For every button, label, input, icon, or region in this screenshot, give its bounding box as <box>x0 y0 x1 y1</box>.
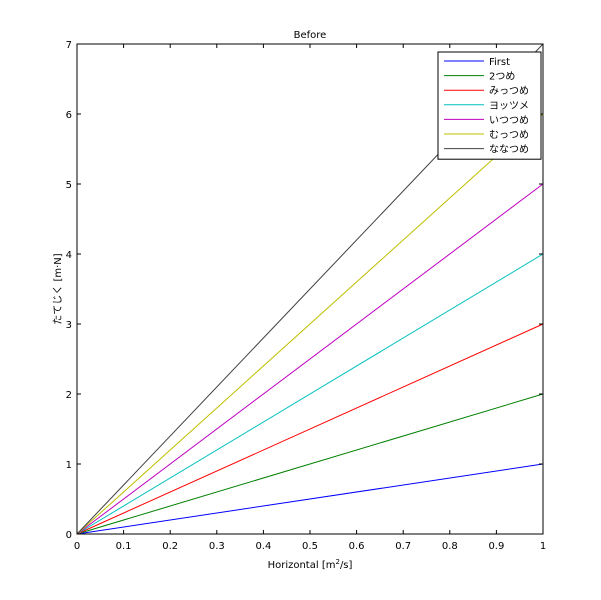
chart-title: Before <box>294 30 327 41</box>
series-group <box>76 43 544 535</box>
series-line-4 <box>76 253 544 535</box>
y-axis-ticks: 0 1 2 3 4 5 6 7 <box>66 40 543 541</box>
series-line-1 <box>76 463 544 535</box>
y-axis-label: たてじく [m·N] <box>52 253 64 324</box>
x-axis-ticks: 0 0.1 0.2 0.3 0.4 0.5 0.6 0.7 0.8 0.9 1 <box>74 44 546 552</box>
legend-box <box>437 51 542 160</box>
x-axis-label: Horizontal [m2/s] <box>268 558 353 571</box>
x-tick-label: 0.3 <box>209 541 225 552</box>
legend-label-1: First <box>489 57 510 68</box>
x-axis-label-superscript: 2 <box>335 558 339 566</box>
x-tick-label: 0.4 <box>255 541 271 552</box>
x-tick-label: 0.1 <box>116 541 132 552</box>
y-tick-label: 7 <box>66 40 72 51</box>
series-line-3 <box>76 323 544 535</box>
x-tick-label: 0.8 <box>442 541 458 552</box>
y-tick-label: 0 <box>66 530 72 541</box>
y-tick-label: 2 <box>66 390 72 401</box>
x-tick-label: 1 <box>540 541 546 552</box>
x-tick-label: 0.9 <box>488 541 504 552</box>
y-tick-label: 6 <box>66 110 72 121</box>
x-axis-label-base: Horizontal [m <box>268 560 336 571</box>
legend-label-4: ヨッツメ <box>489 101 529 112</box>
series-line-6 <box>76 113 544 535</box>
x-tick-label: 0.5 <box>302 541 318 552</box>
legend-label-7: ななつめ <box>489 144 529 156</box>
legend-label-6: むっつめ <box>489 129 529 141</box>
x-tick-label: 0.2 <box>162 541 178 552</box>
series-line-5 <box>76 183 544 535</box>
y-tick-label: 1 <box>66 460 72 471</box>
x-axis-label-rest: /s] <box>340 560 353 571</box>
x-tick-label: 0.7 <box>395 541 411 552</box>
series-line-2 <box>76 393 544 535</box>
y-tick-label: 5 <box>66 180 72 191</box>
y-tick-label: 3 <box>66 320 72 331</box>
legend-label-5: いつつめ <box>489 114 529 126</box>
legend-label-2: 2つめ <box>489 71 515 83</box>
x-tick-label: 0 <box>74 541 80 552</box>
legend-label-3: みっつめ <box>489 85 529 97</box>
y-tick-label: 4 <box>66 250 72 261</box>
x-tick-label: 0.6 <box>349 541 365 552</box>
